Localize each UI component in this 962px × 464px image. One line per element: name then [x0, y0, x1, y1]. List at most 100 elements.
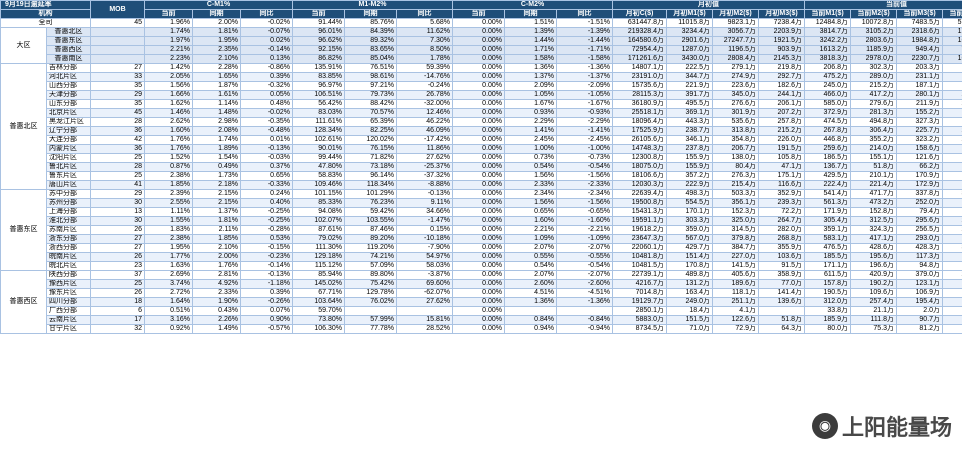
- table-cell: 222.5万: [666, 63, 714, 73]
- table-cell: 324.3万: [850, 225, 898, 235]
- table-cell: 8.50%: [395, 45, 454, 55]
- table-cell: 305.4万: [804, 216, 852, 226]
- table-cell: 1.55%: [144, 216, 193, 226]
- table-cell: 203.3万: [896, 63, 944, 73]
- table-cell: 45: [90, 18, 145, 28]
- table-cell: 281.3万: [850, 108, 898, 118]
- table-cell: 394.1万: [942, 189, 962, 199]
- table-cell: [90, 54, 145, 64]
- table-cell: 76.02%: [344, 297, 397, 307]
- table-cell: 102.61%: [292, 135, 345, 145]
- table-row: 上海分部 13 1.11% 1.37% -0.25% 94.08% 59.42% 34.66%…: [1, 207, 962, 217]
- table-cell: 64.3万: [758, 324, 806, 334]
- table-cell: 355.9万: [758, 243, 806, 253]
- table-cell: 191.5万: [758, 144, 806, 154]
- table-cell: 292.7万: [758, 72, 806, 82]
- table-cell: 0.00%: [452, 243, 506, 253]
- table-cell: 207.2万: [758, 108, 806, 118]
- table-row: 普惠东区 1.97% 1.95% 0.02% 96.62% 89.32% 7.30% 0.00…: [1, 36, 962, 46]
- table-cell: 15.81%: [395, 315, 454, 325]
- table-row: 苏南片区 26 1.83% 2.11% -0.28% 87.61% 87.46% 0.15% 0…: [1, 225, 962, 235]
- table-cell: -0.25%: [240, 216, 293, 226]
- table-cell: 26: [90, 225, 145, 235]
- table-cell: 106.30%: [292, 324, 345, 334]
- table-row: 北京片区 45 1.46% 1.48% -0.02% 83.03% 70.57% 12.46%…: [1, 108, 962, 118]
- table-row: 甘宁片区 32 0.92% 1.49% -0.57% 106.30% 77.78% 28.52…: [1, 324, 962, 334]
- table-cell: 227.0万: [712, 252, 760, 262]
- table-cell: 106.51%: [292, 90, 345, 100]
- table-cell: 80.4万: [712, 162, 760, 172]
- table-cell: -1.56%: [556, 171, 614, 181]
- table-cell: 237.8万: [666, 144, 714, 154]
- table-row: 浙东分部 27 2.38% 1.85% 0.53% 79.02% 89.20% -10.18%…: [1, 234, 962, 244]
- table-cell: 7014.8万: [612, 288, 668, 298]
- table-cell: 75.3万: [850, 324, 898, 334]
- table-cell: -0.14%: [240, 45, 293, 55]
- table-cell: 34.2万: [942, 315, 962, 325]
- table-cell: 356.1万: [712, 198, 760, 208]
- table-cell: 276.3万: [712, 171, 760, 181]
- table-cell: 306.4万: [850, 126, 898, 136]
- table-cell: 2.26%: [192, 315, 241, 325]
- table-cell: -1.36%: [556, 63, 614, 73]
- table-cell: 0.39%: [240, 288, 293, 298]
- table-cell: -32.00%: [395, 99, 454, 109]
- table-cell: 145.02%: [292, 279, 345, 289]
- table-cell: 35: [90, 99, 145, 109]
- table-cell: 170.9万: [896, 171, 944, 181]
- mob-header: MOB: [90, 0, 145, 19]
- table-cell: 1.42%: [144, 63, 193, 73]
- table-cell: 1287.0万: [666, 45, 714, 55]
- table-cell: 0.94%: [504, 324, 558, 334]
- org-header: 机构: [0, 9, 91, 19]
- table-cell: 5883.0万: [612, 315, 668, 325]
- table-cell: 47.1万: [758, 162, 806, 172]
- table-cell: 1.76%: [144, 135, 193, 145]
- table-cell: 11015.8万: [666, 18, 714, 28]
- table-cell: 0.00%: [452, 252, 506, 262]
- table-cell: 10481.8万: [612, 252, 668, 262]
- table-cell: 96.14%: [344, 171, 397, 181]
- table-cell: 41: [90, 180, 145, 190]
- table-cell: 446.8万: [804, 135, 852, 145]
- table-cell: 1.76%: [144, 144, 193, 154]
- table-cell: 4.1万: [712, 306, 760, 316]
- watermark: ◉ 上阳能量场: [811, 410, 952, 442]
- table-cell: 106.0万: [942, 252, 962, 262]
- table-cell: 0.00%: [452, 207, 506, 217]
- table-cell: 211.9万: [896, 99, 944, 109]
- table-row: 内蒙片区 36 1.76% 1.89% -0.13% 90.01% 76.15% 11.86%…: [1, 144, 962, 154]
- table-cell: -2.60%: [556, 279, 614, 289]
- table-row: 鲁东片区 25 2.38% 1.73% 0.65% 58.83% 96.14% -37.32%…: [1, 171, 962, 181]
- table-cell: 631447.8万: [612, 18, 668, 28]
- table-cell: 3242.2万: [804, 36, 852, 46]
- table-cell: 222.4万: [804, 180, 852, 190]
- table-cell: 33.8万: [804, 306, 852, 316]
- table-cell: 0.53%: [240, 234, 293, 244]
- table-cell: 103.6万: [758, 252, 806, 262]
- table-cell: 1.76%: [192, 261, 241, 271]
- table-cell: 4.92%: [192, 279, 241, 289]
- table-cell: -1.67%: [556, 99, 614, 109]
- table-row: 皖南片区 26 1.77% 2.00% -0.23% 129.18% 74.21% 54.97…: [1, 252, 962, 262]
- table-cell: 0.40%: [240, 198, 293, 208]
- overdue-rate-table: 9月19日逾延率 MOB C-M1% M1-M2% C-M2% 月初值 当前值 …: [0, 0, 962, 334]
- table-cell: 76.51%: [344, 63, 397, 73]
- table-cell: 0.00%: [452, 162, 506, 172]
- table-row: 大连分部 42 1.76% 1.74% 0.01% 102.61% 120.02% -17.4…: [1, 135, 962, 145]
- table-cell: -0.73%: [556, 153, 614, 163]
- table-cell: 76.15%: [344, 144, 397, 154]
- table-cell: 186.5万: [804, 153, 852, 163]
- table-cell: 152.7万: [942, 288, 962, 298]
- table-cell: -14.76%: [395, 72, 454, 82]
- table-cell: 503.3万: [712, 189, 760, 199]
- table-cell: 206.1万: [758, 99, 806, 109]
- table-cell: 14748.3万: [612, 144, 668, 154]
- org-name: 全司: [0, 18, 91, 28]
- table-cell: 190.5万: [804, 288, 852, 298]
- table-cell: -3.87%: [395, 270, 454, 280]
- table-cell: -1.36%: [556, 297, 614, 307]
- table-cell: 138.0万: [712, 153, 760, 163]
- column-header: 当前M1($): [804, 9, 852, 19]
- table-cell: -0.33%: [240, 180, 293, 190]
